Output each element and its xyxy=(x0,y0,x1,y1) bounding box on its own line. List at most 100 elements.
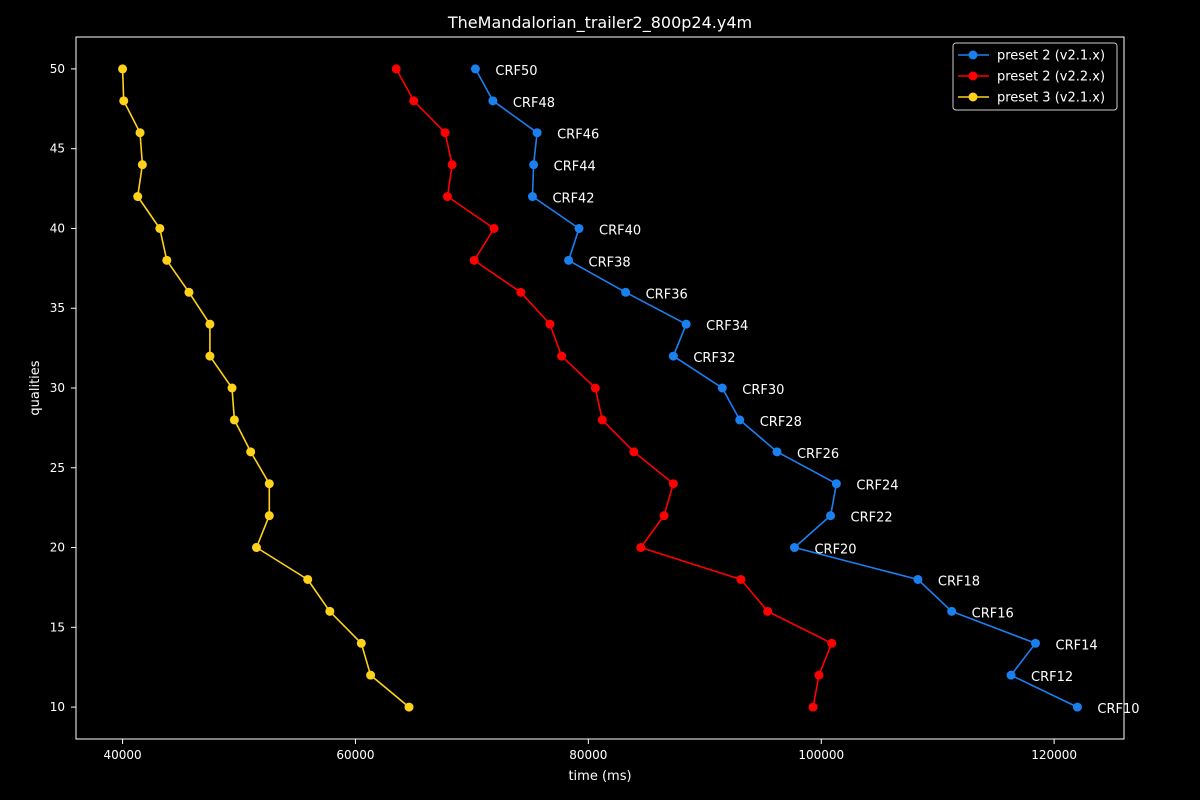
data-point xyxy=(118,64,128,74)
data-point xyxy=(1031,638,1041,648)
crf-annotation: CRF18 xyxy=(938,574,980,589)
data-point xyxy=(205,351,215,361)
data-point xyxy=(366,670,376,680)
data-point xyxy=(440,128,450,138)
axes: 40000 60000 80000 100000 120000 10 15 20 25 30 35 4… xyxy=(50,36,1125,762)
data-point xyxy=(404,702,414,712)
legend-box xyxy=(952,42,1118,111)
x-tick-label: 40000 xyxy=(103,748,141,762)
data-point xyxy=(789,543,799,553)
y-tick-label: 10 xyxy=(50,700,65,714)
crf-annotation: CRF24 xyxy=(856,479,898,494)
data-point xyxy=(681,319,691,329)
data-point xyxy=(409,96,419,106)
x-tick-label: 100000 xyxy=(798,748,844,762)
legend-marker xyxy=(968,71,978,81)
y-tick-label: 30 xyxy=(50,381,65,395)
x-tick-label: 80000 xyxy=(569,748,607,762)
data-point xyxy=(947,606,957,616)
plot-area: CRF50 CRF48 CRF46 CRF44 CRF42 CRF40 CRF38 CRF36… xyxy=(118,64,1140,717)
crf-annotation: CRF42 xyxy=(552,192,594,207)
crf-annotation: CRF38 xyxy=(589,255,631,270)
data-point xyxy=(119,96,129,106)
data-point xyxy=(489,223,499,233)
data-point xyxy=(913,574,923,584)
y-tick-label: 45 xyxy=(50,142,65,156)
data-point xyxy=(229,415,239,425)
data-point xyxy=(135,128,145,138)
data-point xyxy=(516,287,526,297)
crf-annotation: CRF30 xyxy=(742,383,784,398)
data-point xyxy=(735,415,745,425)
crf-annotation: CRF36 xyxy=(646,287,688,302)
data-point xyxy=(827,638,837,648)
data-point xyxy=(529,160,539,170)
legend-marker xyxy=(968,50,978,60)
data-point xyxy=(772,447,782,457)
data-point xyxy=(736,574,746,584)
x-tick-label: 60000 xyxy=(336,748,374,762)
data-point xyxy=(162,255,172,265)
data-point xyxy=(251,543,261,553)
data-point xyxy=(447,160,457,170)
data-point xyxy=(442,192,452,202)
crf-annotation: CRF12 xyxy=(1031,670,1073,685)
data-point xyxy=(356,638,366,648)
crf-annotation: CRF32 xyxy=(693,351,735,366)
data-point xyxy=(597,415,607,425)
data-point xyxy=(133,192,143,202)
data-point xyxy=(227,383,237,393)
data-point xyxy=(574,223,584,233)
legend-label: preset 2 (v2.1.x) xyxy=(997,49,1105,64)
data-point xyxy=(668,479,678,489)
y-tick-label: 15 xyxy=(50,620,65,634)
crf-annotation: CRF16 xyxy=(972,606,1014,621)
legend-marker xyxy=(968,92,978,102)
crf-annotation: CRF20 xyxy=(814,543,856,558)
data-point xyxy=(545,319,555,329)
data-point xyxy=(470,64,480,74)
crf-annotation: CRF40 xyxy=(599,223,641,238)
data-point xyxy=(264,479,274,489)
data-point xyxy=(527,192,537,202)
crf-annotation: CRF14 xyxy=(1056,638,1098,653)
data-point xyxy=(184,287,194,297)
y-axis-label: qualities xyxy=(28,360,43,415)
data-point xyxy=(668,351,678,361)
data-point xyxy=(814,670,824,680)
crf-annotation: CRF22 xyxy=(851,511,893,526)
data-point xyxy=(717,383,727,393)
x-tick-label: 120000 xyxy=(1031,748,1077,762)
y-tick-label: 35 xyxy=(50,301,65,315)
data-point xyxy=(264,511,274,521)
data-point xyxy=(763,606,773,616)
crf-annotation: CRF34 xyxy=(706,319,748,334)
data-point xyxy=(636,543,646,553)
x-axis-label: time (ms) xyxy=(568,769,631,784)
crf-annotation: CRF48 xyxy=(513,96,555,111)
data-point xyxy=(137,160,147,170)
y-tick-label: 20 xyxy=(50,541,65,555)
data-point xyxy=(1006,670,1016,680)
data-point xyxy=(532,128,542,138)
data-point xyxy=(205,319,215,329)
crf-annotation: CRF10 xyxy=(1097,702,1139,717)
crf-annotation: CRF28 xyxy=(760,415,802,430)
crf-annotation: CRF44 xyxy=(554,160,596,175)
data-point xyxy=(246,447,256,457)
crf-annotation: CRF46 xyxy=(557,128,599,143)
y-tick-label: 50 xyxy=(50,62,65,76)
data-point xyxy=(831,479,841,489)
data-point xyxy=(659,511,669,521)
data-point xyxy=(557,351,567,361)
data-point xyxy=(469,255,479,265)
data-point xyxy=(826,511,836,521)
legend-label: preset 3 (v2.1.x) xyxy=(997,91,1105,106)
data-point xyxy=(621,287,631,297)
y-tick-label: 25 xyxy=(50,461,65,475)
data-point xyxy=(1072,702,1082,712)
chart-title: TheMandalorian_trailer2_800p24.y4m xyxy=(447,13,752,33)
data-point xyxy=(303,574,313,584)
